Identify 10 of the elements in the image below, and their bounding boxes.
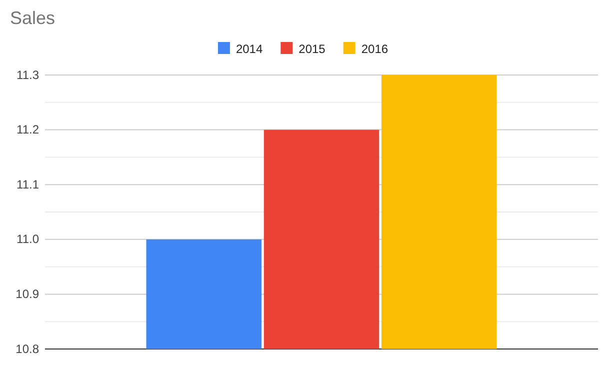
- y-tick-label: 11.1: [16, 177, 40, 192]
- y-tick-label: 10.8: [16, 342, 40, 356]
- y-tick-label: 11.0: [16, 232, 40, 246]
- chart-title: Sales: [10, 8, 56, 28]
- y-tick-label: 10.9: [16, 287, 40, 302]
- y-tick-label: 11.3: [16, 68, 40, 82]
- legend-label: 2014: [236, 42, 263, 56]
- y-tick-label: 11.2: [16, 122, 40, 137]
- legend-label: 2015: [298, 42, 326, 56]
- legend-label: 2016: [361, 42, 388, 56]
